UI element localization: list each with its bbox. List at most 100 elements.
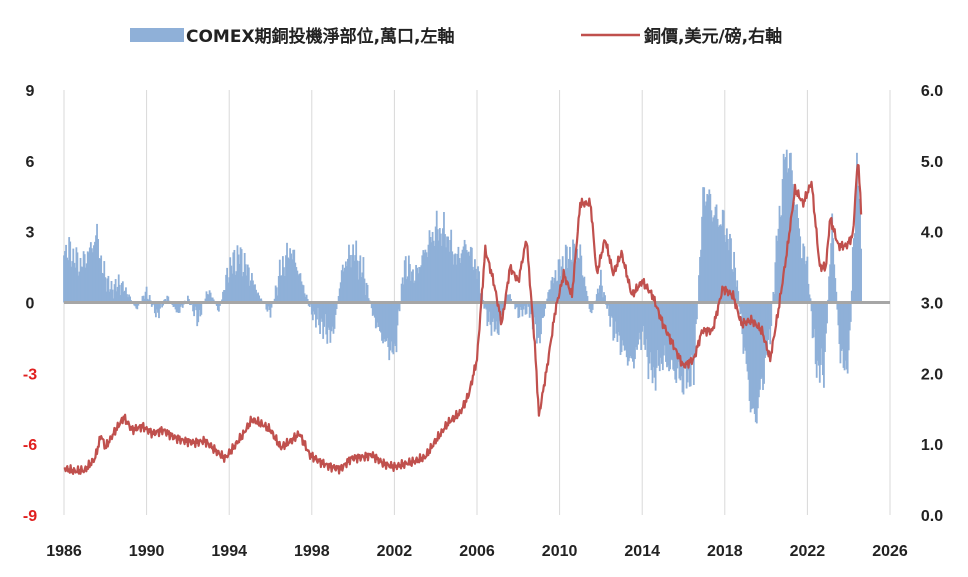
position-bar	[96, 223, 98, 303]
position-bar	[466, 252, 469, 303]
position-bar	[414, 280, 416, 303]
position-bar	[437, 240, 440, 303]
position-bar	[692, 302, 695, 385]
position-bar	[415, 264, 417, 303]
position-bar	[574, 265, 576, 303]
position-bar	[792, 183, 794, 303]
position-bar	[352, 244, 354, 303]
position-bar	[745, 302, 748, 364]
position-bar	[547, 292, 550, 303]
position-bar	[678, 302, 681, 379]
position-bar	[711, 221, 714, 303]
position-bar	[143, 298, 146, 303]
position-bar	[491, 302, 494, 322]
position-bar	[290, 253, 293, 303]
position-bar	[552, 283, 555, 303]
position-bar	[718, 225, 721, 303]
position-bar	[397, 302, 400, 310]
position-bar	[142, 295, 145, 303]
position-bar	[252, 280, 254, 303]
position-bar	[805, 260, 808, 303]
position-bar	[311, 302, 314, 321]
position-bar	[521, 302, 524, 317]
position-bar	[392, 302, 395, 355]
position-bar	[222, 291, 224, 303]
position-bar	[215, 302, 218, 306]
position-bar	[433, 245, 436, 303]
position-bar	[106, 278, 109, 303]
position-bar	[164, 299, 167, 303]
position-bar	[812, 302, 815, 338]
position-bar	[334, 302, 337, 315]
position-bar	[425, 252, 428, 303]
position-bar	[510, 298, 512, 303]
position-bar	[134, 302, 137, 307]
position-bar	[287, 257, 289, 303]
position-bar	[488, 302, 491, 312]
position-bar	[808, 294, 811, 303]
legend-label-bars: COMEX期銅投機淨部位,萬口,左軸	[186, 26, 454, 47]
position-bar	[828, 276, 830, 303]
position-bar	[204, 298, 207, 303]
position-bar	[448, 251, 451, 303]
position-bar	[77, 275, 80, 303]
position-bar	[516, 302, 519, 308]
position-bar	[853, 233, 856, 303]
position-bar	[509, 294, 511, 303]
position-bar	[525, 302, 528, 314]
position-bar	[852, 238, 855, 303]
position-bar	[676, 302, 679, 369]
position-bar	[831, 213, 834, 303]
position-bar	[129, 296, 131, 303]
position-bar	[72, 248, 75, 303]
position-bar	[798, 228, 801, 303]
position-bar	[468, 255, 471, 303]
position-bar	[86, 251, 89, 303]
position-bar	[463, 239, 466, 303]
position-bar	[233, 249, 236, 303]
position-bar	[710, 210, 713, 303]
position-bar	[471, 266, 474, 303]
position-bar	[167, 296, 170, 303]
position-bar	[772, 291, 775, 303]
position-bar	[839, 302, 842, 364]
position-bar	[589, 302, 592, 312]
position-bar	[365, 282, 368, 303]
position-bar	[519, 302, 522, 308]
position-bar	[359, 255, 362, 303]
position-bar	[830, 243, 833, 303]
position-bar	[301, 284, 304, 303]
position-bar	[785, 149, 788, 303]
position-bar	[762, 302, 764, 390]
position-bar	[366, 284, 369, 303]
position-bar	[543, 302, 546, 317]
position-bar	[82, 251, 85, 303]
position-bar	[206, 294, 209, 303]
position-bar	[323, 302, 326, 327]
position-bar	[817, 302, 820, 366]
position-bar	[416, 267, 419, 303]
position-bar	[464, 244, 467, 303]
position-bar	[658, 302, 661, 372]
position-bar	[66, 257, 68, 303]
position-bar	[315, 302, 317, 328]
position-bar	[234, 274, 237, 303]
position-bar	[104, 277, 107, 303]
position-bar	[580, 255, 583, 303]
position-bar	[497, 302, 500, 335]
position-bar	[430, 242, 433, 303]
position-bar	[393, 302, 396, 344]
position-bar	[553, 277, 556, 303]
position-bar	[597, 292, 600, 303]
position-bar	[661, 302, 664, 371]
position-bar	[579, 244, 582, 303]
position-bar	[422, 250, 425, 303]
position-bar	[698, 275, 700, 303]
position-bar	[173, 302, 176, 307]
position-bar	[403, 260, 406, 303]
position-bar	[691, 302, 694, 358]
position-bar	[494, 302, 497, 330]
position-bar	[725, 228, 728, 303]
position-bar	[174, 302, 177, 310]
position-bar	[538, 302, 540, 338]
